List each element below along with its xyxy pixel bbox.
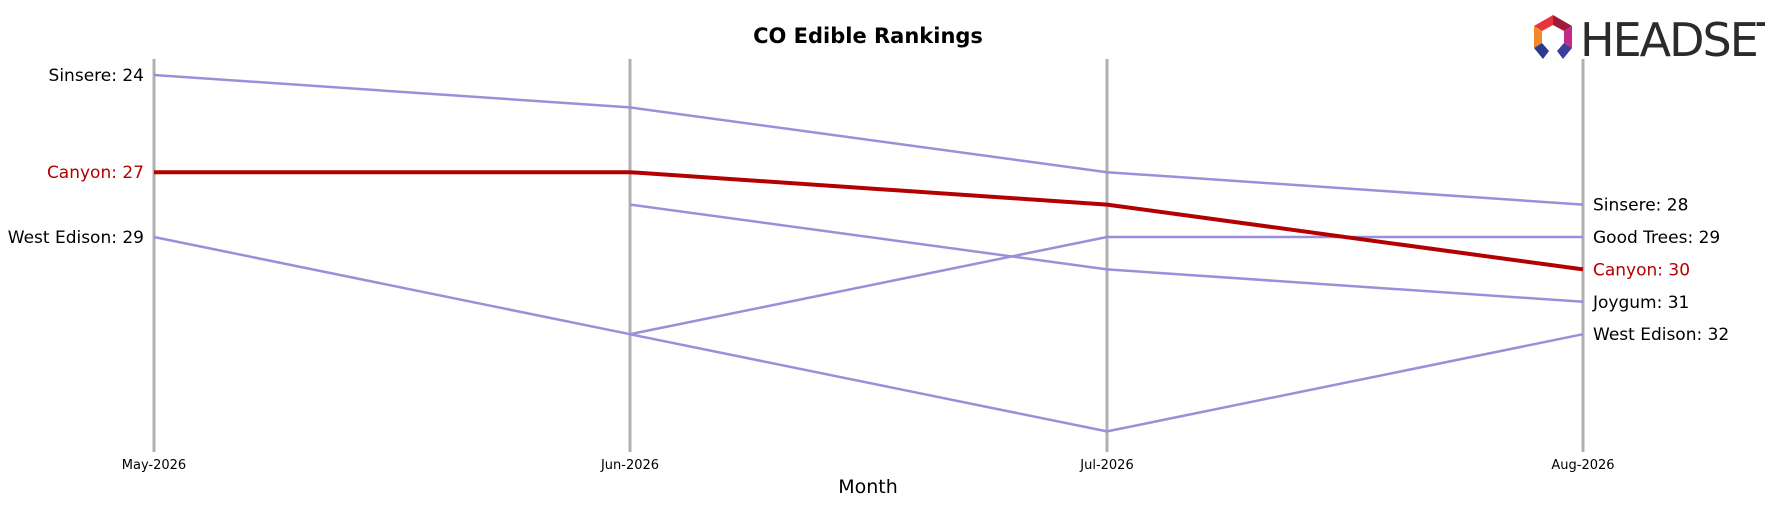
end-label-west-edison: West Edison: 32 [1593,325,1729,345]
chart-title: CO Edible Rankings [753,24,983,48]
series-lines [153,73,1584,433]
end-label-good-trees: Good Trees: 29 [1593,228,1720,248]
series-line-sinsere [153,73,1584,206]
x-axis-label: Month [838,476,898,498]
end-label-canyon: Canyon: 30 [1593,260,1690,280]
x-tick-jul-2026: Jul-2026 [1079,458,1133,473]
end-label-sinsere: Sinsere: 28 [1593,196,1688,216]
series-labels: Sinsere: 24 Sinsere: 28 Canyon: 27 Canyon: … [8,66,1730,345]
x-tick-labels: May-2026 Jun-2026 Jul-2026 Aug-2026 [122,458,1615,473]
headset-hexagon-logo-icon [1534,15,1572,59]
start-label-west-edison: West Edison: 29 [8,228,144,248]
headset-logo: HEADSET [1534,13,1765,67]
end-label-joygum: Joygum: 31 [1592,293,1689,313]
start-label-canyon: Canyon: 27 [47,163,144,183]
start-label-sinsere: Sinsere: 24 [49,66,144,86]
logo-text: HEADSET [1580,13,1765,67]
x-tick-aug-2026: Aug-2026 [1551,458,1614,473]
x-tick-jun-2026: Jun-2026 [600,458,659,473]
series-line-joygum [629,203,1584,304]
series-line-canyon [154,170,1584,272]
month-axis-lines [152,59,1585,452]
series-line-good-trees [629,235,1583,336]
series-line-west-edison [153,235,1584,433]
x-tick-may-2026: May-2026 [122,458,186,473]
